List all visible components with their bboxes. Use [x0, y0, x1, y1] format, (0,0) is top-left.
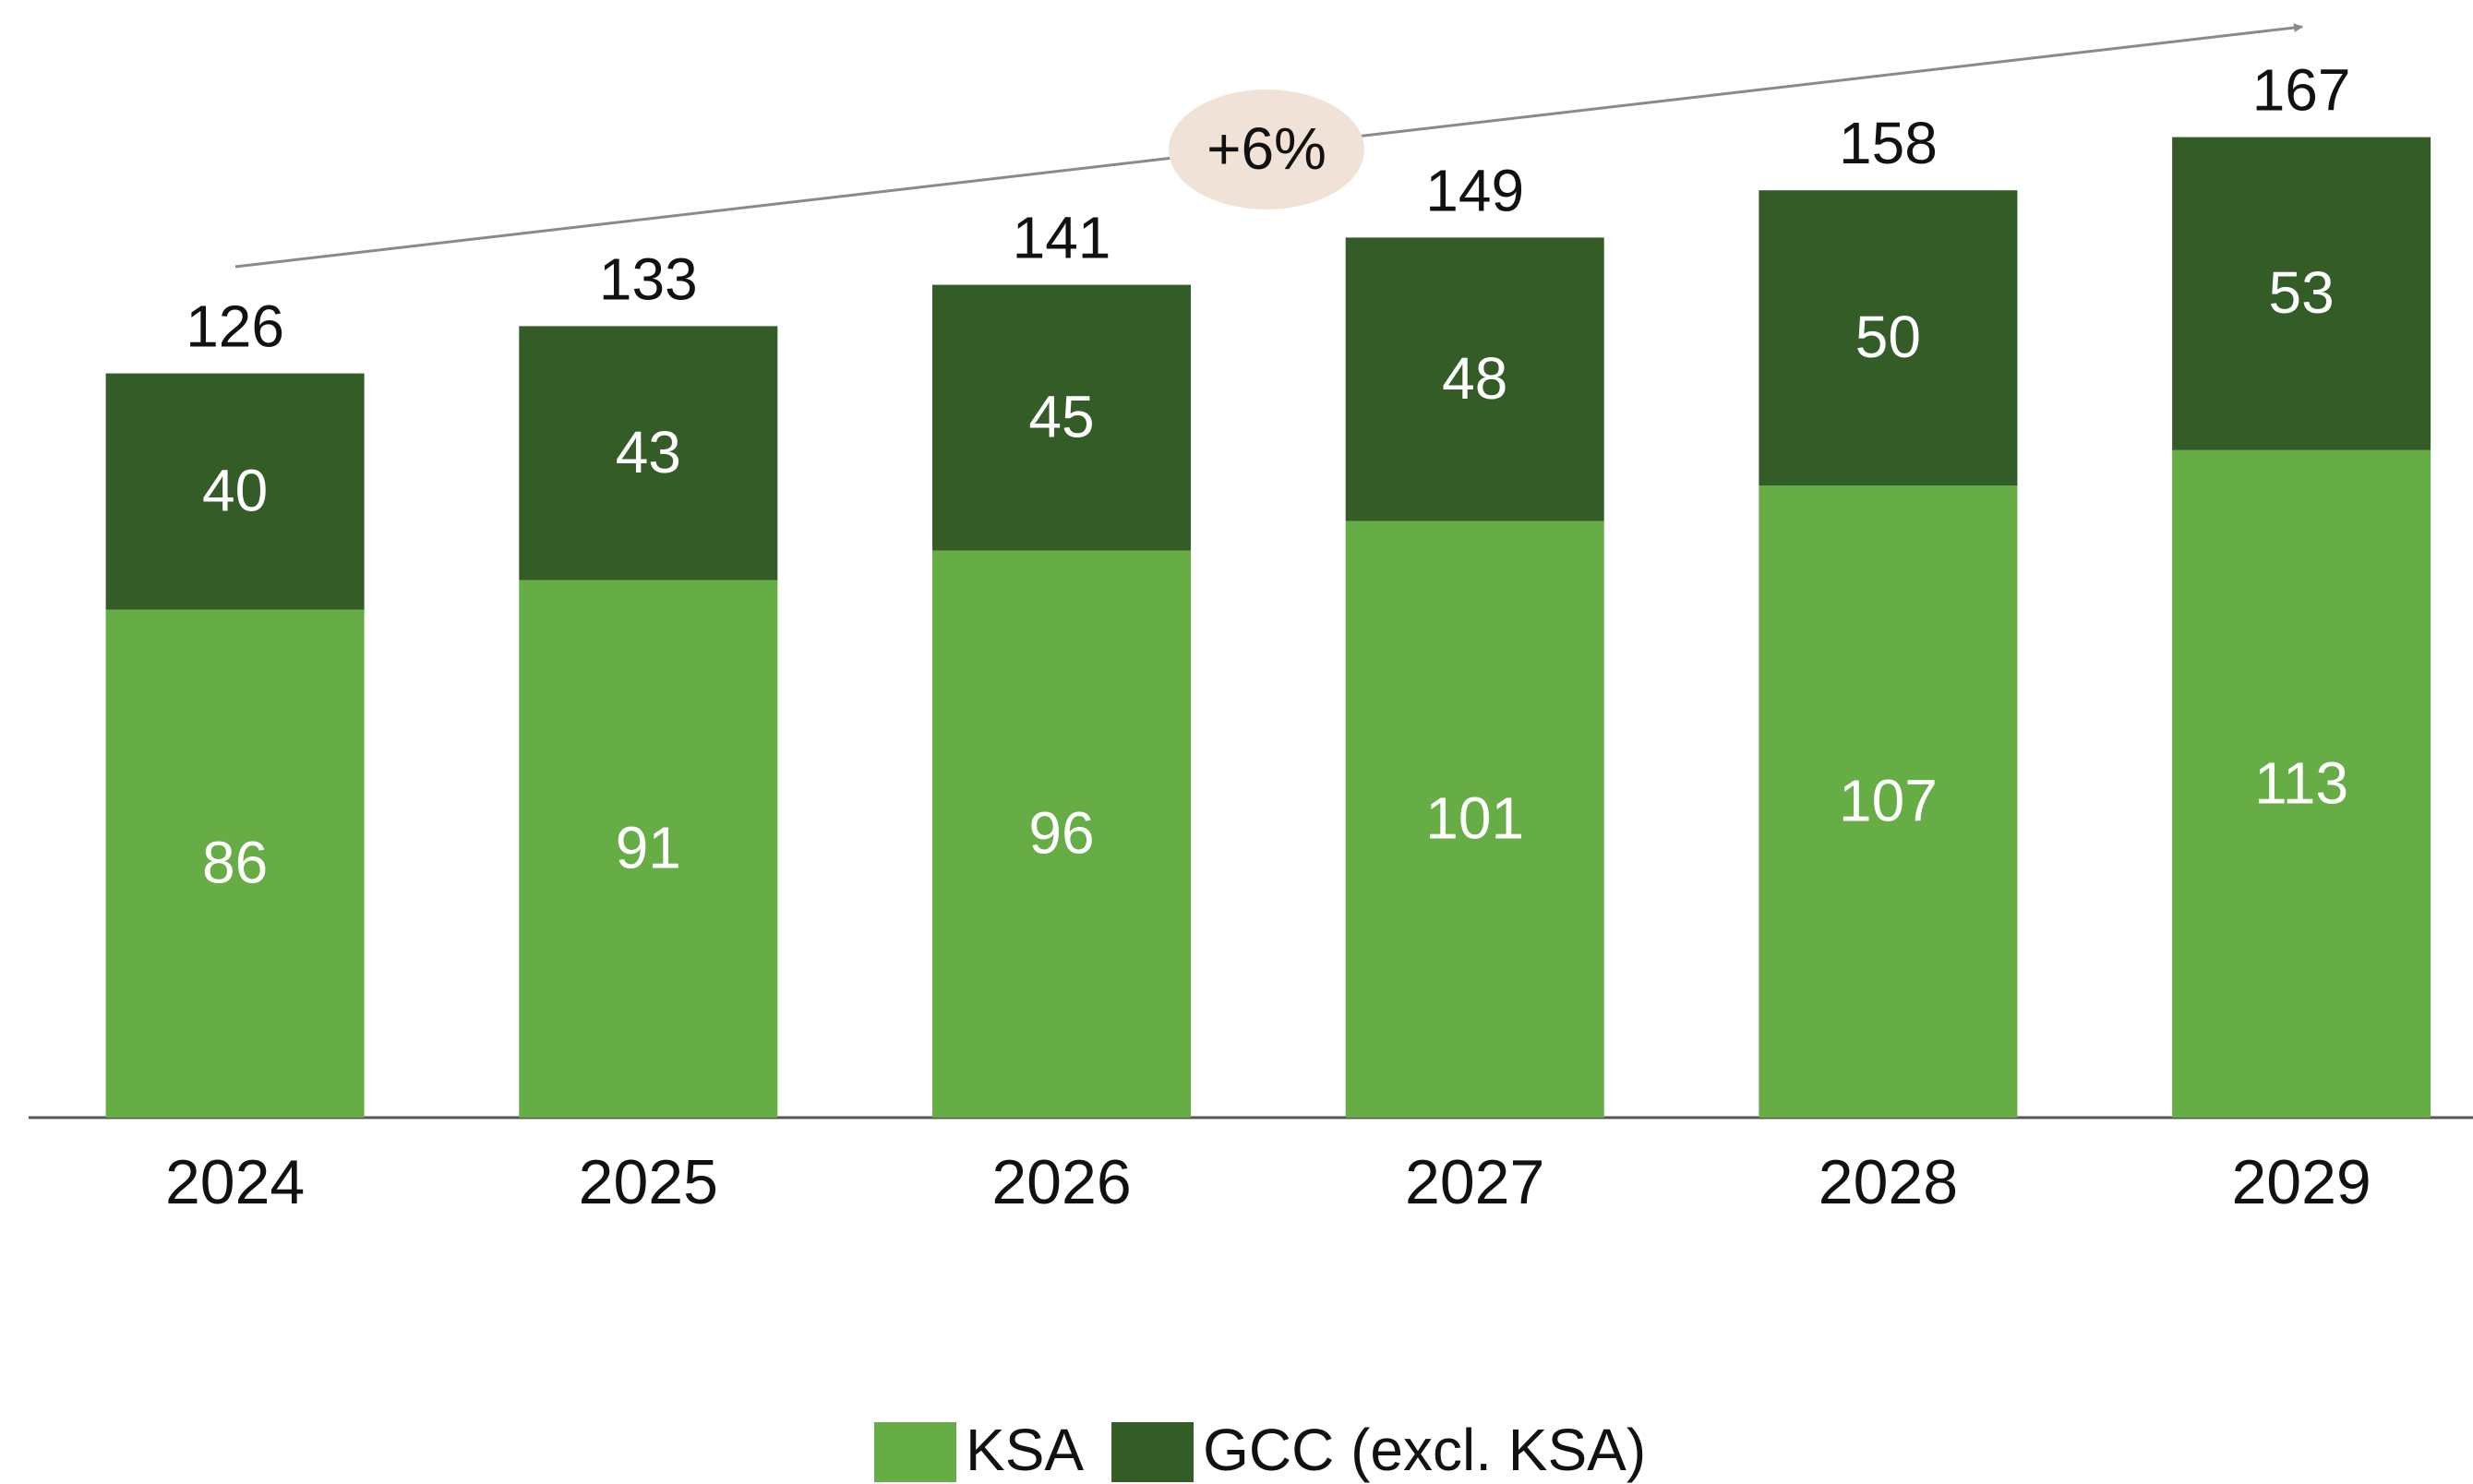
bar-segment: [2172, 449, 2431, 1118]
value-label: 48: [1442, 345, 1507, 412]
value-label: 91: [616, 815, 681, 881]
total-label: 141: [1013, 205, 1111, 271]
value-label: 50: [1855, 304, 1921, 370]
bar-segment: [1759, 485, 2018, 1118]
total-label: 167: [2252, 57, 2351, 124]
value-label: 53: [2269, 259, 2335, 326]
value-label: 43: [616, 419, 681, 485]
x-tick-label: 2024: [165, 1147, 305, 1217]
x-tick-label: 2027: [1405, 1147, 1544, 1217]
total-label: 149: [1425, 157, 1524, 223]
bar-segment: [932, 550, 1191, 1118]
value-label: 45: [1028, 384, 1094, 450]
bar-segment: [519, 326, 778, 580]
bar-segment: [1345, 521, 1604, 1118]
bar-segment: [2172, 137, 2431, 450]
bar-segment: [105, 373, 365, 610]
value-label: 101: [1425, 785, 1524, 852]
bar-segment: [1759, 190, 2018, 486]
x-tick-label: 2025: [579, 1147, 718, 1217]
bar-segment: [105, 609, 365, 1118]
value-label: 86: [202, 830, 268, 896]
value-label: 40: [202, 458, 268, 524]
legend-label: GCC (excl. KSA): [1203, 1417, 1646, 1483]
legend-swatch: [874, 1422, 956, 1482]
bar-segment: [1345, 237, 1604, 521]
bar-segment: [519, 580, 778, 1118]
value-label: 107: [1839, 768, 1938, 834]
cagr-bubble: [1169, 90, 1364, 209]
x-tick-label: 2026: [991, 1147, 1131, 1217]
total-label: 158: [1839, 110, 1938, 176]
cagr-label: +6%: [1206, 115, 1327, 182]
total-label: 133: [599, 245, 698, 312]
legend-swatch: [1111, 1422, 1194, 1482]
value-label: 96: [1028, 800, 1094, 867]
x-tick-label: 2028: [1819, 1147, 1958, 1217]
bar-segment: [932, 284, 1191, 551]
x-tick-label: 2029: [2231, 1147, 2371, 1217]
value-label: 113: [2254, 749, 2348, 816]
total-label: 126: [186, 293, 284, 360]
legend-label: KSA: [966, 1417, 1084, 1483]
